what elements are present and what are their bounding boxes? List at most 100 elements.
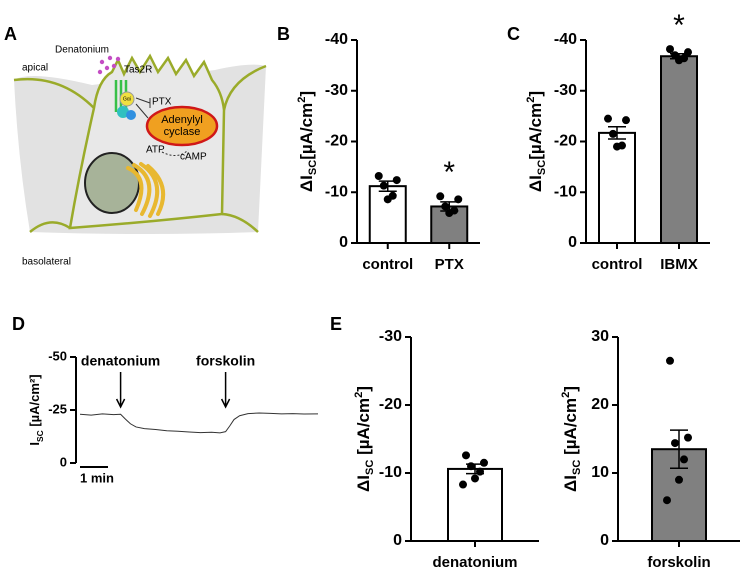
golgi: [126, 162, 166, 218]
camp-label: cAMP: [180, 152, 207, 163]
basolateral-label: basolateral: [22, 257, 71, 268]
y-axis-label-part: SC: [35, 430, 45, 442]
y-tick-label: 30: [591, 328, 609, 345]
data-point: [471, 474, 479, 483]
y-tick-label: -30: [379, 328, 402, 345]
y-axis-label: ΔISC [µA/cm2]: [353, 386, 376, 492]
annotation-arrow: [115, 372, 126, 409]
panel-label: C: [507, 24, 520, 44]
scale-bar-label: 1 min: [80, 470, 114, 485]
data-point: [675, 56, 683, 65]
g-gamma: [126, 110, 136, 120]
enzyme-label: Adenylyl: [161, 114, 203, 126]
y-axis-label-part: ΔI: [354, 475, 373, 492]
panel-label: A: [4, 24, 17, 44]
y-axis-label: ΔISC[µA/cm2]: [525, 91, 548, 192]
data-point: [454, 195, 463, 204]
data-point: [684, 48, 692, 57]
y-axis-label-part: [µA/cm: [561, 398, 580, 460]
x-tick-label: denatonium: [433, 554, 518, 571]
y-axis-label-part: ΔI: [297, 175, 316, 192]
y-axis-label-part: [µA/cm: [354, 398, 373, 460]
enzyme-label: cyclase: [164, 126, 201, 138]
neighbor-cell-outline: [13, 64, 267, 233]
nucleus: [84, 152, 140, 214]
x-tick-label: control: [592, 256, 643, 273]
y-tick-label: 20: [591, 396, 609, 413]
data-point: [622, 116, 630, 125]
data-point: [374, 172, 383, 181]
adenylyl-cyclase: [145, 105, 219, 147]
error-bar: [670, 429, 688, 469]
data-point: [445, 209, 454, 218]
y-tick-label: -30: [325, 82, 348, 99]
y-tick-label: 10: [591, 464, 609, 481]
data-point: [604, 114, 612, 123]
y-tick-label: -30: [554, 82, 577, 99]
data-point: [441, 202, 450, 211]
bar: [598, 131, 636, 244]
y-tick-label: -10: [379, 464, 402, 481]
y-axis-label-part: 2: [525, 97, 537, 103]
y-tick-label: -10: [554, 183, 577, 200]
y-tick-label: 0: [568, 234, 577, 251]
ptx-inhibition: [135, 97, 151, 119]
data-point: [379, 181, 388, 190]
data-point: [476, 467, 484, 476]
y-tick-label: -20: [325, 133, 348, 150]
y-tick-label: -20: [379, 396, 402, 413]
annotation: forskolin: [196, 353, 255, 369]
y-axis-label-part: [µA/cm²]: [27, 374, 42, 430]
bar: [368, 185, 407, 245]
data-point: [671, 439, 679, 448]
y-axis-label-part: ΔI: [526, 175, 545, 192]
apical-label: apical: [22, 63, 48, 74]
y-tick-label: 0: [60, 454, 67, 469]
y-axis-label-part: [µA/cm: [526, 103, 545, 160]
x-tick-label: IBMX: [660, 256, 698, 273]
y-axis-label-part: I: [27, 442, 42, 446]
y-axis-label-part: SC: [307, 160, 319, 175]
y-axis-label: ΔISC [µA/cm2]: [560, 386, 583, 492]
data-point: [436, 192, 445, 201]
receptor-label: Tas2R: [124, 65, 152, 76]
g-alpha: [119, 91, 135, 107]
y-axis-label-part: ]: [354, 386, 373, 392]
cell-diagram: apical Denatonium Tas2R Gαi PTX Adenylyl…: [13, 45, 267, 268]
y-tick-label: -40: [325, 31, 348, 48]
panel-label: E: [330, 314, 342, 334]
ligand-dots: [97, 55, 121, 75]
atp-label: ATP: [146, 145, 165, 156]
y-tick-label: 0: [339, 234, 348, 251]
y-axis-label-part: ]: [526, 91, 545, 97]
y-axis-label: ISC [µA/cm²]: [27, 374, 45, 445]
panel-label: D: [12, 314, 25, 334]
error-bar: [608, 126, 626, 140]
data-point: [609, 129, 617, 138]
y-axis-label-part: 2: [353, 392, 365, 398]
y-tick-label: 0: [600, 532, 609, 549]
trace: [79, 412, 319, 434]
y-axis-label-part: ]: [561, 386, 580, 392]
data-point: [666, 356, 674, 365]
data-point: [462, 451, 470, 460]
data-point: [467, 462, 475, 471]
y-axis-label-part: 2: [296, 97, 308, 103]
data-point: [613, 142, 621, 151]
y-tick-label: -40: [554, 31, 577, 48]
data-point: [684, 433, 692, 442]
data-point: [663, 496, 671, 505]
y-axis-label-part: ΔI: [561, 475, 580, 492]
data-point: [459, 480, 467, 489]
y-tick-label: 0: [393, 532, 402, 549]
annotation: denatonium: [81, 353, 160, 369]
data-point: [675, 475, 683, 484]
y-axis-label-part: ]: [297, 91, 316, 97]
y-tick-label: -50: [48, 348, 67, 363]
x-tick-label: control: [362, 256, 413, 273]
y-tick-label: -25: [48, 401, 67, 416]
data-point: [680, 455, 688, 464]
data-point: [383, 195, 392, 204]
y-axis-label-part: 2: [560, 392, 572, 398]
